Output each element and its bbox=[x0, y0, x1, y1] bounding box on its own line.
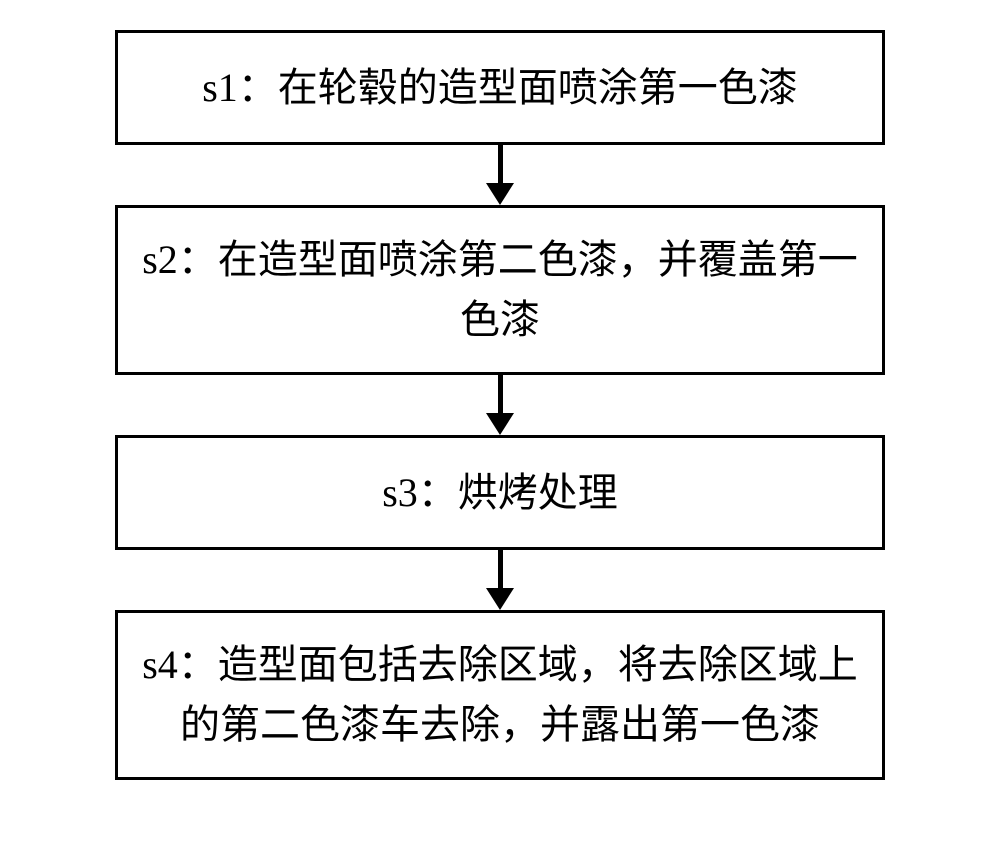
arrow-head-icon bbox=[486, 588, 514, 610]
flowchart-node-s3: s3：烘烤处理 bbox=[115, 435, 885, 550]
arrow-head-icon bbox=[486, 183, 514, 205]
flowchart-node-label: s2：在造型面喷涂第二色漆，并覆盖第一色漆 bbox=[138, 230, 862, 350]
flowchart-container: s1：在轮毂的造型面喷涂第一色漆 s2：在造型面喷涂第二色漆，并覆盖第一色漆 s3：… bbox=[0, 0, 1000, 868]
flowchart-node-s2: s2：在造型面喷涂第二色漆，并覆盖第一色漆 bbox=[115, 205, 885, 375]
arrow-line bbox=[498, 550, 503, 588]
flowchart-node-label: s1：在轮毂的造型面喷涂第一色漆 bbox=[202, 58, 798, 118]
flowchart-node-s4: s4：造型面包括去除区域，将去除区域上的第二色漆车去除，并露出第一色漆 bbox=[115, 610, 885, 780]
flowchart-node-s1: s1：在轮毂的造型面喷涂第一色漆 bbox=[115, 30, 885, 145]
flowchart-node-label: s3：烘烤处理 bbox=[382, 463, 618, 523]
flowchart-node-label: s4：造型面包括去除区域，将去除区域上的第二色漆车去除，并露出第一色漆 bbox=[138, 635, 862, 755]
arrow-line bbox=[498, 375, 503, 413]
flowchart-arrow bbox=[486, 145, 514, 205]
flowchart-arrow bbox=[486, 375, 514, 435]
flowchart: s1：在轮毂的造型面喷涂第一色漆 s2：在造型面喷涂第二色漆，并覆盖第一色漆 s3：… bbox=[0, 30, 1000, 780]
flowchart-arrow bbox=[486, 550, 514, 610]
arrow-line bbox=[498, 145, 503, 183]
arrow-head-icon bbox=[486, 413, 514, 435]
